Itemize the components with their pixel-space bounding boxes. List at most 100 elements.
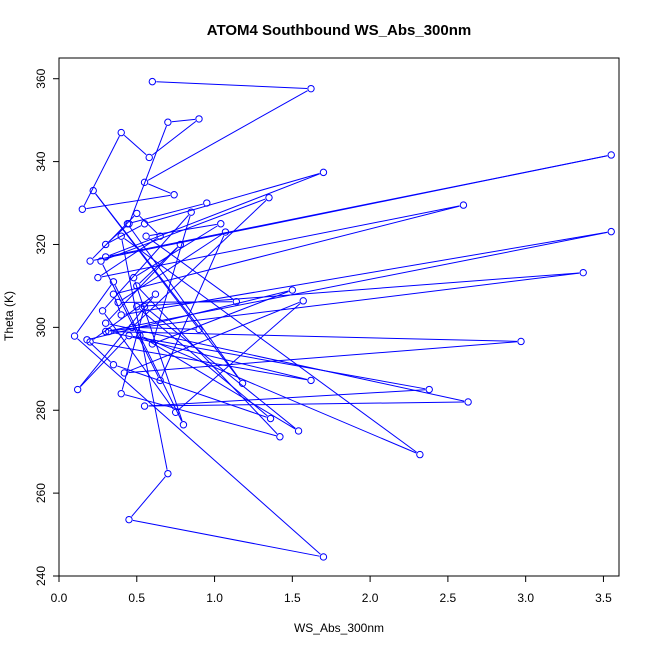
- x-axis: 0.0 0.5 1.0 1.5 2.0 2.5 3.0 3.5: [51, 576, 612, 605]
- series-segment: [143, 336, 417, 454]
- series-segment: [92, 215, 135, 259]
- data-point: [151, 290, 160, 298]
- data-point: [101, 327, 110, 336]
- data-point: [133, 302, 141, 311]
- data-point: [232, 297, 241, 306]
- y-tick-label: 320: [34, 234, 48, 254]
- series-segment: [178, 303, 301, 411]
- data-point: [171, 408, 180, 417]
- data-point: [128, 323, 136, 332]
- series-segment: [140, 272, 580, 307]
- data-point: [517, 337, 525, 346]
- data-point: [105, 327, 113, 336]
- y-axis: 240 260 280 300 320 340 360: [34, 68, 59, 586]
- series-segment: [136, 225, 218, 276]
- data-point: [319, 553, 328, 561]
- data-point: [164, 469, 172, 478]
- data-point: [114, 298, 122, 307]
- data-point: [425, 385, 433, 394]
- data-point: [117, 128, 125, 137]
- series-segment: [136, 326, 196, 330]
- series-segment: [83, 135, 120, 206]
- x-tick-label: 1.5: [284, 591, 301, 605]
- data-point: [176, 240, 185, 249]
- data-point: [265, 193, 273, 202]
- x-axis-label: WS_Abs_300nm: [294, 621, 384, 635]
- data-point: [187, 208, 195, 216]
- data-point: [120, 369, 129, 377]
- data-point: [464, 398, 472, 406]
- data-point: [109, 290, 118, 298]
- series-segment: [93, 155, 608, 261]
- data-point: [117, 311, 125, 319]
- series-segment: [132, 335, 426, 390]
- data-point: [294, 427, 303, 435]
- series-segment: [143, 337, 296, 430]
- series-segment: [129, 226, 241, 381]
- chart-title: ATOM4 Southbound WS_Abs_300nm: [207, 22, 471, 39]
- series-segment: [109, 323, 465, 402]
- series-segment: [149, 238, 234, 300]
- series-segment: [147, 90, 308, 181]
- data-point: [319, 168, 328, 177]
- data-point: [266, 414, 275, 423]
- data-point: [117, 232, 125, 240]
- series-segment: [161, 235, 225, 377]
- data-point: [140, 302, 149, 311]
- series-segment: [131, 476, 166, 517]
- data-point: [73, 385, 82, 394]
- series-segment: [100, 237, 158, 276]
- series-segment: [95, 193, 241, 381]
- data-point: [579, 268, 587, 277]
- y-axis-label: Theta (K): [2, 291, 16, 341]
- data-point: [70, 332, 79, 340]
- y-tick-label: 240: [34, 566, 48, 586]
- data-point: [416, 450, 424, 459]
- data-point: [109, 360, 118, 369]
- data-point: [89, 186, 97, 195]
- data-point: [203, 199, 211, 207]
- series-segment: [152, 120, 197, 156]
- series-segment: [148, 183, 171, 194]
- series-segment: [134, 281, 183, 422]
- x-tick-label: 2.5: [440, 591, 457, 605]
- series-segment: [171, 118, 196, 123]
- data-point: [101, 319, 110, 327]
- plot-frame: [58, 57, 620, 577]
- series-segment: [148, 401, 465, 407]
- series-segment: [134, 200, 267, 325]
- y-tick-label: 340: [34, 151, 48, 171]
- data-point: [156, 376, 164, 385]
- x-tick-label: 0.5: [128, 591, 145, 605]
- series-segment: [121, 310, 145, 390]
- data-point: [101, 240, 110, 249]
- data-point: [125, 331, 133, 340]
- data-point: [217, 220, 225, 228]
- data-point: [299, 297, 307, 305]
- data-point: [607, 151, 615, 159]
- series-segment: [104, 313, 174, 410]
- data-point: [148, 340, 157, 348]
- series-segment: [108, 247, 178, 321]
- series-segment: [125, 231, 608, 315]
- series-segment: [104, 198, 266, 261]
- x-tick-label: 3.0: [517, 591, 534, 605]
- series-segment: [123, 134, 147, 156]
- data-point: [238, 379, 247, 388]
- data-point: [78, 205, 87, 213]
- data-point: [307, 84, 315, 93]
- y-tick-label: 280: [34, 400, 48, 420]
- series-segment: [112, 331, 518, 342]
- data-point: [148, 77, 157, 86]
- series-segment: [114, 285, 183, 422]
- series-segment: [86, 194, 171, 210]
- series-segment: [102, 264, 159, 378]
- series-segment: [77, 338, 321, 555]
- data-point: [195, 115, 203, 123]
- data-point: [123, 220, 132, 228]
- data-point: [145, 153, 153, 162]
- data-point: [86, 338, 94, 346]
- data-point: [164, 118, 172, 126]
